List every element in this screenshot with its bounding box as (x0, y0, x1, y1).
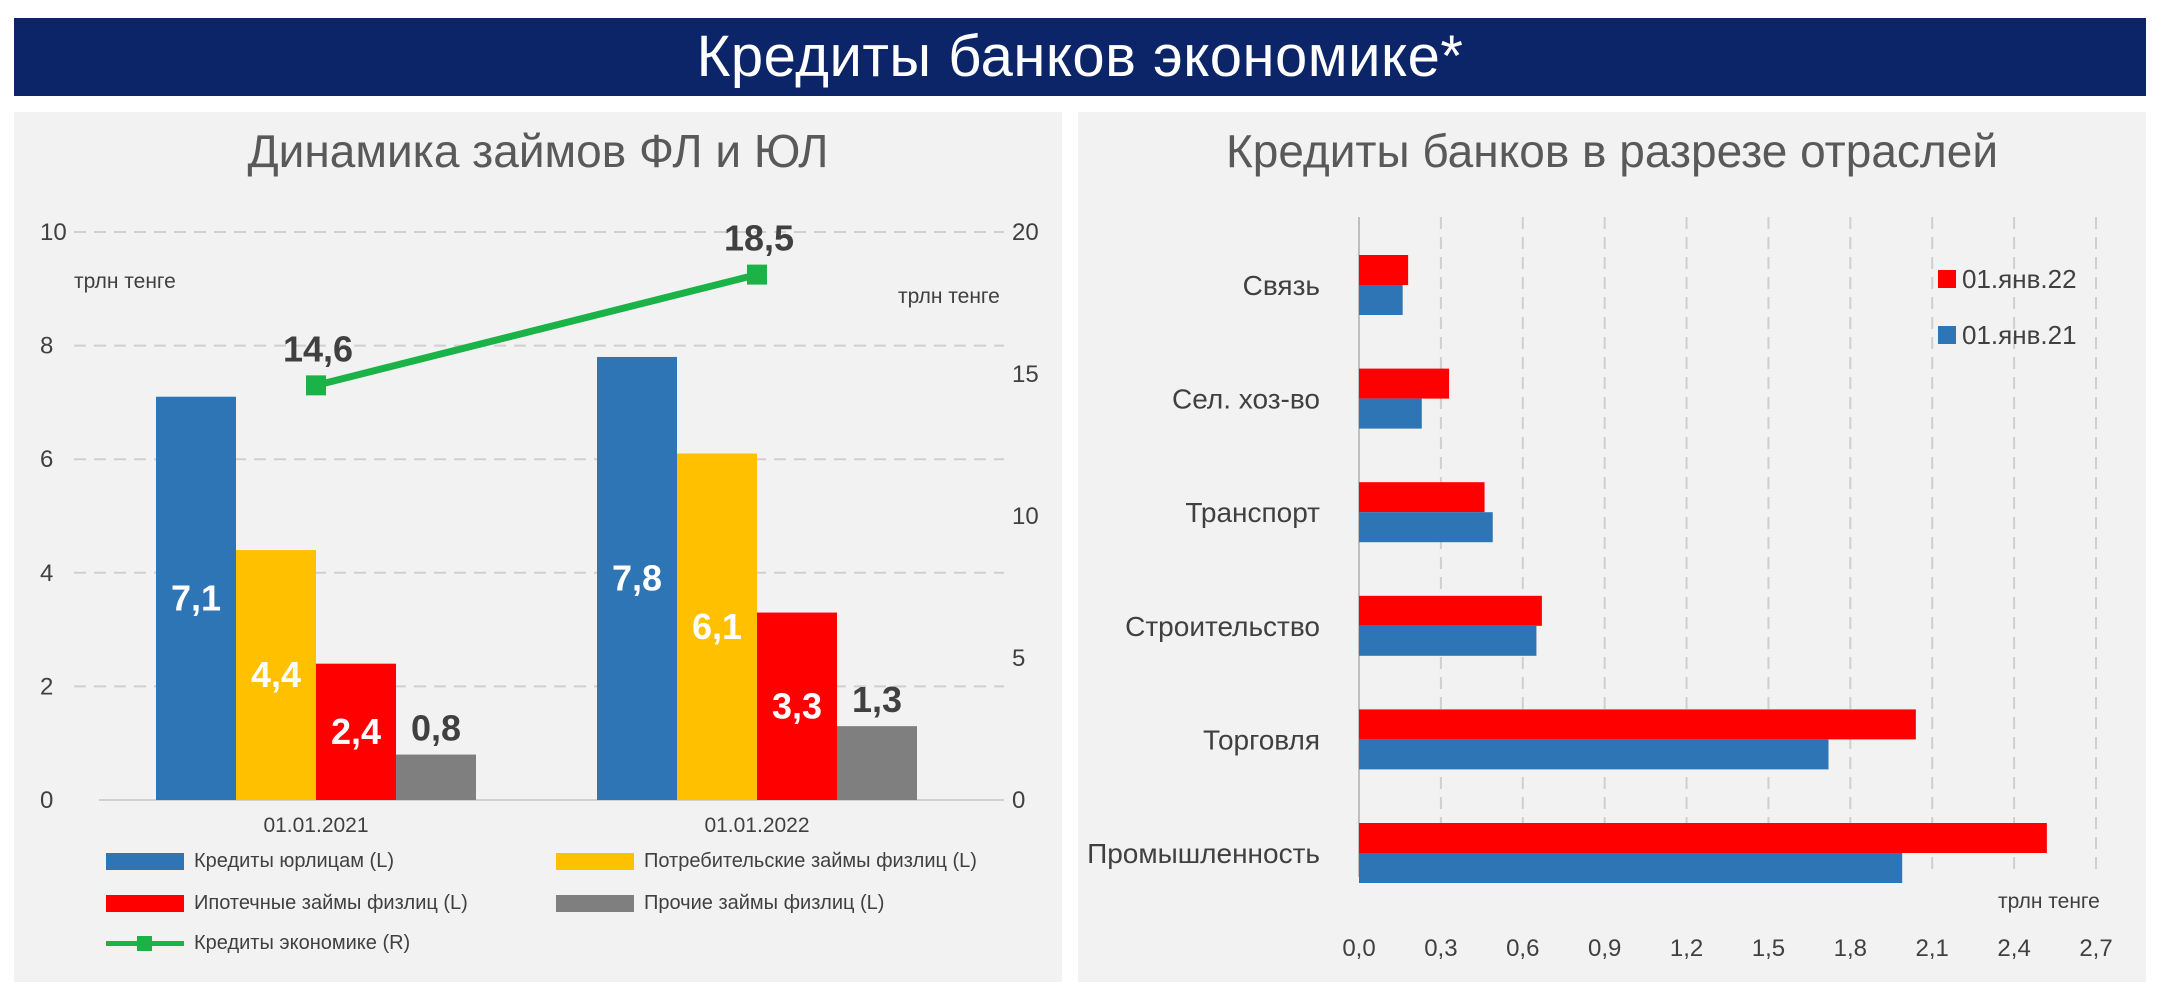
legend-label: Кредиты экономике (R) (194, 932, 411, 954)
category-label: Транспорт (1185, 497, 1320, 528)
loans-dynamics-title: Динамика займов ФЛ и ЮЛ (247, 125, 829, 177)
bar-data-label: 1,3 (852, 679, 902, 720)
x-axis-unit: трлн тенге (1998, 890, 2100, 913)
bar (1359, 709, 1916, 740)
legend-label: Кредиты юрлицам (L) (194, 850, 394, 872)
bar-data-label: 2,4 (331, 711, 381, 752)
category-label: Сел. хоз-во (1172, 384, 1320, 415)
left-axis-tick: 10 (40, 219, 67, 246)
x-axis-tick: 1,8 (1834, 935, 1867, 962)
category-label: Строительство (1125, 611, 1320, 642)
bar (1359, 512, 1493, 543)
bar (1359, 853, 1903, 883)
bar (597, 356, 677, 800)
legend-label: 01.янв.22 (1962, 264, 2077, 294)
bar (316, 663, 396, 800)
line-marker (747, 264, 767, 285)
x-axis-tick: 1,2 (1670, 935, 1703, 962)
x-axis-tick: 2,4 (1997, 935, 2030, 962)
right-axis-unit: трлн тенге (898, 285, 1000, 308)
bar (1359, 285, 1403, 315)
bar (1359, 625, 1537, 656)
bar (1359, 482, 1485, 513)
category-label: Торговля (1203, 724, 1320, 755)
loans-dynamics-chart: 7,1 4,4 2,4 0,8 7,8 6,1 3,3 1,3 14,6 18,5 0 2 4 6 8 1… (40, 218, 1039, 837)
right-axis-tick: 20 (1012, 219, 1039, 246)
bar (156, 396, 236, 800)
industry-loans-panel: Кредиты банков в разрезе отраслей Связь С… (1078, 112, 2146, 982)
legend-swatch (1938, 270, 1956, 288)
line-marker (306, 375, 326, 396)
bar (757, 612, 837, 800)
line-data-label: 14,6 (283, 328, 353, 369)
bar-data-label: 7,1 (171, 577, 221, 618)
category-label: Промышленность (1087, 838, 1320, 869)
bar-data-label: 4,4 (251, 654, 301, 695)
x-axis-category: 01.01.2021 (263, 814, 368, 837)
x-axis-tick: 0,3 (1424, 935, 1457, 962)
legend-item-corporate: Кредиты юрлицам (L) (106, 850, 394, 873)
x-axis-tick: 0,0 (1342, 935, 1375, 962)
bar (1359, 595, 1542, 626)
legend-label: Потребительские займы физлиц (L) (644, 850, 977, 872)
legend-swatch (556, 895, 634, 912)
industry-loans-chart: Связь Сел. хоз-во Транспорт Строительство То… (1087, 217, 2113, 962)
left-axis-tick: 8 (40, 333, 53, 360)
legend-label: 01.янв.21 (1962, 320, 2077, 350)
legend-item-mortgage: Ипотечные займы физлиц (L) (106, 892, 468, 915)
left-axis-tick: 6 (40, 446, 53, 473)
x-axis-category: 01.01.2022 (704, 814, 809, 837)
category-label: Связь (1243, 270, 1320, 301)
legend-item-economy: Кредиты экономике (R) (106, 932, 410, 955)
legend-swatch (556, 853, 634, 870)
bar (1359, 398, 1422, 429)
industry-loans-title: Кредиты банков в разрезе отраслей (1225, 125, 1999, 177)
bar-data-label: 7,8 (612, 557, 662, 598)
bar (1359, 255, 1409, 285)
bar (837, 726, 917, 800)
legend-label: Прочие займы физлиц (L) (644, 892, 885, 914)
bar (236, 550, 316, 800)
bar (1359, 823, 2047, 853)
right-axis-tick: 15 (1012, 361, 1039, 388)
right-axis-tick: 10 (1012, 503, 1039, 530)
right-axis-tick: 0 (1012, 787, 1025, 814)
right-axis-tick: 5 (1012, 645, 1025, 672)
x-axis-tick: 0,9 (1588, 935, 1621, 962)
line-data-label: 18,5 (724, 218, 794, 259)
page-title: Кредиты банков экономике* (14, 18, 2146, 96)
bar (1359, 368, 1450, 399)
legend-swatch (1938, 326, 1956, 344)
legend-swatch (106, 853, 184, 870)
x-axis-tick: 2,7 (2079, 935, 2112, 962)
legend-swatch (106, 895, 184, 912)
bar (1359, 739, 1829, 770)
bar-data-label: 6,1 (692, 606, 742, 647)
left-axis-tick: 4 (40, 560, 53, 587)
bar-data-label: 3,3 (772, 685, 822, 726)
x-axis-tick: 1,5 (1752, 935, 1785, 962)
loans-dynamics-panel: Динамика займов ФЛ и ЮЛ 7,1 4,4 2,4 0,8 7,8 6… (14, 112, 1062, 982)
legend-label: Ипотечные займы физлиц (L) (194, 892, 468, 914)
legend-line-swatch (106, 935, 184, 952)
left-axis-tick: 0 (40, 787, 53, 814)
x-axis-tick: 2,1 (1916, 935, 1949, 962)
bar (677, 453, 757, 800)
left-axis-unit: трлн тенге (74, 270, 176, 293)
left-axis-tick: 2 (40, 673, 53, 700)
legend-item-other: Прочие займы физлиц (L) (556, 892, 884, 915)
economy-line (315, 271, 758, 389)
x-axis-tick: 0,6 (1506, 935, 1539, 962)
legend-item-consumer: Потребительские займы физлиц (L) (556, 850, 977, 873)
bar-data-label: 0,8 (411, 708, 461, 749)
bar (396, 754, 476, 800)
